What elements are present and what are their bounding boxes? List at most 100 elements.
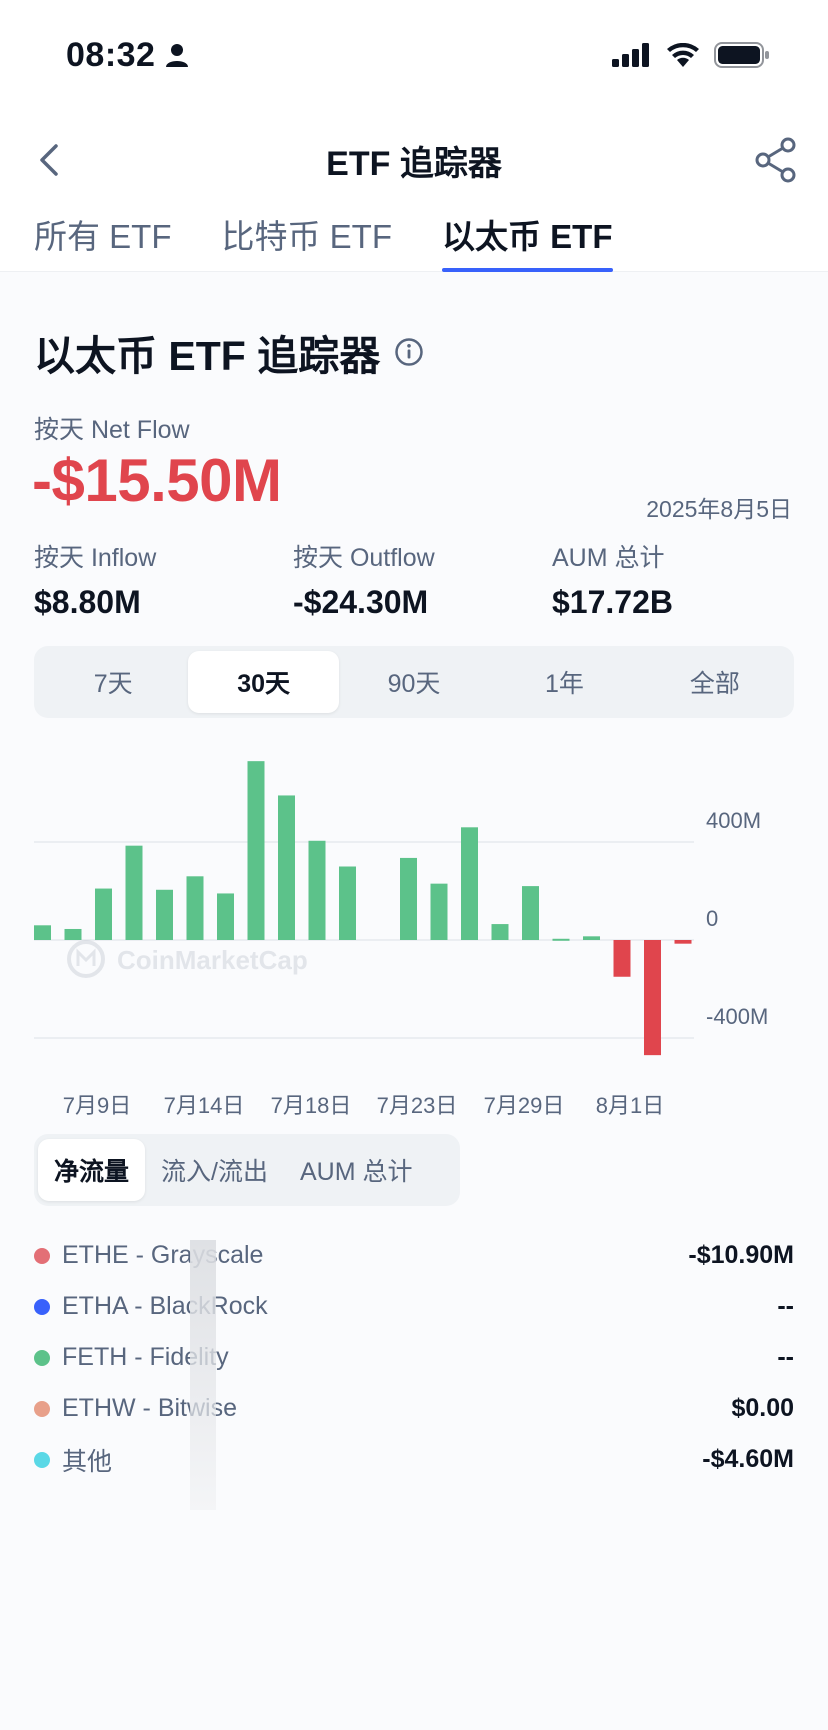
chart-bar[interactable] <box>64 928 82 940</box>
watermark: CoinMarketCap <box>67 940 308 978</box>
period-all-button[interactable]: 全部 <box>689 670 740 698</box>
netflow-bar-chart[interactable]: CoinMarketCap 400M 0 -400M 7月9日 7月14日 7月… <box>0 740 828 1120</box>
stat-aum-label: AUM 总计 <box>552 544 665 572</box>
section-title: 以太币 ETF 追踪器 <box>34 322 424 382</box>
legend-value: -- <box>777 1292 794 1320</box>
page-title: ETF 追踪器 <box>326 144 502 183</box>
person-icon <box>166 44 189 67</box>
netflow-label: 按天 Net Flow <box>34 416 190 444</box>
legend-left: ETHA - BlackRock <box>34 1292 268 1321</box>
chart-bar[interactable] <box>674 940 692 944</box>
chart-bar[interactable] <box>308 840 326 940</box>
metric-toggle: 净流量 流入/流出 AUM 总计 <box>34 1134 460 1206</box>
legend-left: ETHE - Grayscale <box>34 1241 263 1270</box>
stat-inflow: 按天 Inflow $8.80M <box>34 538 156 621</box>
chart-y-labels: 400M 0 -400M <box>706 808 768 1029</box>
metric-inout-button[interactable]: 流入/流出 <box>161 1158 268 1186</box>
chart-bar[interactable] <box>552 938 570 941</box>
tab-bitcoin-etf[interactable]: 比特币 ETF <box>221 218 393 255</box>
stat-outflow: 按天 Outflow -$24.30M <box>293 538 435 621</box>
legend-dot <box>34 1298 50 1315</box>
stat-aum-value: $17.72B <box>552 584 673 620</box>
legend-name: 其他 <box>62 1447 113 1476</box>
legend-left: 其他 <box>34 1442 112 1478</box>
legend-dot <box>34 1400 50 1417</box>
chart-bar[interactable] <box>217 893 234 940</box>
chart-bar[interactable] <box>583 936 600 940</box>
tab-ethereum-etf[interactable]: 以太币 ETF <box>442 200 613 272</box>
etf-legend-list: ETHE - Grayscale -$10.90M ETHA - BlackRo… <box>34 1230 794 1485</box>
netflow-value: -$15.50M <box>32 447 282 514</box>
legend-value: -$10.90M <box>688 1241 794 1269</box>
chart-bar[interactable] <box>125 845 143 940</box>
status-bar: 08:32 <box>0 0 828 110</box>
status-time-group: 08:32 <box>66 36 189 75</box>
list-item[interactable]: ETHE - Grayscale -$10.90M <box>34 1230 794 1281</box>
etf-tabs: 所有 ETF 比特币 ETF 以太币 ETF <box>0 200 828 272</box>
share-icon[interactable] <box>754 137 798 183</box>
stat-inflow-value: $8.80M <box>34 584 141 620</box>
period-selector: 7天 30天 90天 1年 全部 <box>34 646 794 718</box>
stat-inflow-label: 按天 Inflow <box>34 544 157 572</box>
period-90d-button[interactable]: 90天 <box>387 670 441 698</box>
period-7d-button[interactable]: 7天 <box>93 670 133 698</box>
section-title-text: 以太币 ETF 追踪器 <box>34 333 381 379</box>
stat-outflow-label: 按天 Outflow <box>293 544 435 572</box>
chart-bar[interactable] <box>644 940 661 1056</box>
chart-bar[interactable] <box>430 883 448 940</box>
chart-bar[interactable] <box>461 827 478 940</box>
wifi-icon <box>667 43 699 67</box>
legend-dot <box>34 1349 50 1366</box>
status-right <box>612 42 770 68</box>
chart-bar[interactable] <box>95 888 112 940</box>
list-item[interactable]: 其他 -$4.60M <box>34 1434 794 1485</box>
list-item[interactable]: FETH - Fidelity -- <box>34 1332 794 1383</box>
watermark-text: CoinMarketCap <box>117 945 308 975</box>
back-chevron-icon[interactable] <box>30 140 70 180</box>
chart-bar[interactable] <box>491 924 509 940</box>
battery-icon <box>714 42 769 68</box>
x-tick-label: 7月9日 <box>63 1093 131 1118</box>
list-item[interactable]: ETHW - Bitwise $0.00 <box>34 1383 794 1434</box>
info-icon[interactable] <box>394 337 424 367</box>
chart-x-labels: 7月9日 7月14日 7月18日 7月23日 7月29日 8月1日 <box>63 1093 664 1118</box>
legend-dot <box>34 1451 50 1468</box>
chart-bar[interactable] <box>339 866 356 941</box>
signal-icon <box>612 43 649 67</box>
tab-all-etf[interactable]: 所有 ETF <box>34 218 172 255</box>
status-time: 08:32 <box>66 35 156 74</box>
chart-bars <box>34 761 692 1056</box>
y-tick-label: -400M <box>706 1004 768 1029</box>
y-tick-label: 400M <box>706 808 761 833</box>
period-30d-button[interactable]: 30天 <box>188 651 339 713</box>
x-tick-label: 7月18日 <box>271 1093 352 1118</box>
legend-value: $0.00 <box>731 1394 794 1422</box>
legend-value: -- <box>777 1343 794 1371</box>
legend-name: ETHE - Grayscale <box>62 1241 264 1269</box>
list-item[interactable]: ETHA - BlackRock -- <box>34 1281 794 1332</box>
metric-aum-button[interactable]: AUM 总计 <box>299 1158 413 1186</box>
legend-name: ETHA - BlackRock <box>62 1292 268 1320</box>
chart-bar[interactable] <box>613 940 631 977</box>
chart-bar[interactable] <box>34 925 51 940</box>
stat-outflow-value: -$24.30M <box>293 584 429 620</box>
period-1y-button[interactable]: 1年 <box>544 670 584 698</box>
legend-value: -$4.60M <box>702 1445 794 1473</box>
chart-bar[interactable] <box>400 857 417 940</box>
chart-bar[interactable] <box>522 886 539 940</box>
chart-bar[interactable] <box>156 889 173 940</box>
nav-bar: ETF 追踪器 <box>0 110 828 210</box>
content-background <box>0 272 828 1730</box>
legend-dot <box>34 1247 50 1264</box>
x-tick-label: 7月29日 <box>484 1093 565 1118</box>
stat-aum: AUM 总计 $17.72B <box>552 538 673 621</box>
date-text: 2025年8月5日 <box>646 496 792 522</box>
x-tick-label: 8月1日 <box>596 1093 664 1118</box>
chart-bar[interactable] <box>247 761 265 940</box>
chart-bar[interactable] <box>278 795 295 940</box>
y-tick-label: 0 <box>706 906 718 931</box>
chart-bar[interactable] <box>186 876 204 940</box>
x-tick-label: 7月14日 <box>164 1093 245 1118</box>
x-tick-label: 7月23日 <box>377 1093 458 1118</box>
metric-netflow-button[interactable]: 净流量 <box>38 1139 146 1201</box>
